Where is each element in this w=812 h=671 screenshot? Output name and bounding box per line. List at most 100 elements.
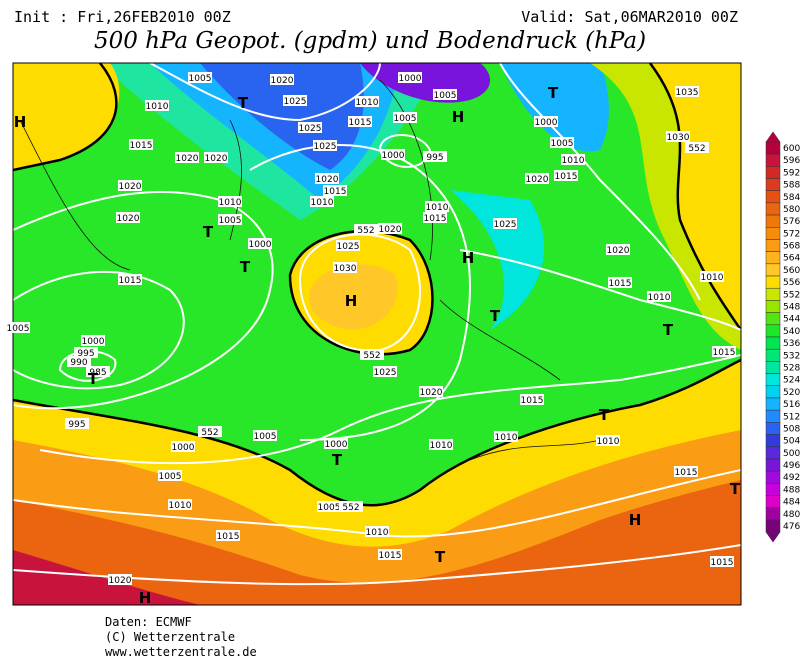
isobar-label: 1005 [318, 503, 341, 513]
colorbar-cell [765, 178, 781, 191]
colorbar-cell [765, 300, 781, 313]
isobar-label: 1015 [609, 279, 632, 289]
isobar-label: 1025 [314, 142, 337, 152]
isobar-label-bg [378, 223, 402, 234]
colorbar-label: 516 [783, 400, 800, 410]
colorbar-cell [765, 214, 781, 228]
isobar-label: 1000 [325, 440, 348, 450]
isobar-label-bg [198, 426, 222, 437]
isobar-label: 1030 [667, 133, 690, 143]
colorbar-label: 552 [783, 290, 800, 300]
isobar-label: 1000 [535, 118, 558, 128]
isobar-label-bg [171, 441, 195, 452]
isobar-label-bg [608, 277, 632, 288]
isobar-label-bg [67, 356, 91, 367]
colorbar-cell [765, 312, 781, 326]
colorbar-arrow-top [765, 131, 781, 143]
colorbar-label: 536 [783, 339, 800, 349]
isobar-label: 1020 [526, 175, 549, 185]
colorbar-label: 576 [783, 217, 800, 227]
colorbar-label: 596 [783, 156, 800, 166]
pressure-center: T [240, 258, 251, 276]
isobar-label: 1010 [356, 98, 379, 108]
isobar-label: 995 [68, 420, 85, 430]
isobar-label: 1005 [7, 324, 30, 334]
isobar-label-bg [398, 72, 422, 83]
colorbar-cell [765, 166, 781, 179]
colorbar-cell [765, 239, 781, 252]
isobar-label-bg [168, 499, 192, 510]
isobar-label-bg [647, 291, 671, 302]
isobar-label-bg [355, 96, 379, 107]
isobar-label-bg [6, 322, 30, 333]
isobar-label: 1010 [597, 437, 620, 447]
isobar-label: 1015 [217, 532, 240, 542]
colorbar-cell [765, 324, 781, 338]
isobar-label-bg [216, 530, 240, 541]
isobar-label-bg [365, 526, 389, 537]
isobar-label: 1020 [607, 246, 630, 256]
isobar-label-bg [81, 335, 105, 346]
colorbar-label: 492 [783, 473, 800, 483]
isobar-label-bg [433, 89, 457, 100]
isobar-label-bg [520, 394, 544, 405]
isobar-label-bg [129, 139, 153, 150]
colorbar-cell [765, 507, 781, 521]
colorbar-cell [765, 409, 781, 423]
isobar-label: 1000 [82, 337, 105, 347]
colorbar-arrow-bottom [765, 531, 781, 543]
isobar-label-bg [596, 435, 620, 446]
isobar-label-bg [145, 100, 169, 111]
isobar-label: 1005 [551, 139, 574, 149]
isobar-label-bg [381, 149, 405, 160]
isobar-label: 1015 [130, 141, 153, 151]
isobar-label: 1005 [254, 432, 277, 442]
isobar-label: 1000 [382, 151, 405, 161]
isobar-label-bg [493, 218, 517, 229]
colorbar-cell [765, 190, 781, 204]
isobar-label-bg [494, 431, 518, 442]
colorbar-cell [765, 361, 781, 374]
pressure-center: H [629, 511, 642, 529]
isobar-label: 1000 [172, 443, 195, 453]
isobar-label-bg [419, 386, 443, 397]
isobar-label: 1015 [324, 187, 347, 197]
isobar-label-bg [534, 116, 558, 127]
isobar-label: 552 [688, 144, 705, 154]
pressure-center: H [14, 113, 27, 131]
pressure-center: H [462, 249, 475, 267]
isobar-label: 990 [70, 358, 87, 368]
colorbar-cell [765, 348, 781, 362]
isobar-label-bg [298, 122, 322, 133]
colorbar-cell [765, 202, 781, 216]
isobar-label-bg [393, 112, 417, 123]
isobar-label: 1015 [711, 558, 734, 568]
isobar-label: 1005 [159, 472, 182, 482]
isobar-label: 1025 [374, 368, 397, 378]
isobar-label: 1010 [426, 203, 449, 213]
isobar-label: 1015 [713, 348, 736, 358]
isobar-label: 1035 [676, 88, 699, 98]
isobar-label-bg [606, 244, 630, 255]
isobar-label-bg [188, 72, 212, 83]
isobar-label-bg [315, 173, 339, 184]
isobar-label: 1015 [349, 118, 372, 128]
isobar-label: 1020 [379, 225, 402, 235]
isobar-label-bg [550, 137, 574, 148]
isobar-label-bg [674, 466, 698, 477]
colorbar-label: 520 [783, 388, 800, 398]
isobar-label: 1030 [334, 264, 357, 274]
isobar-label-bg [283, 95, 307, 106]
colorbar-label: 484 [783, 498, 800, 508]
isobar-label-bg [204, 152, 228, 163]
colorbar-label: 496 [783, 461, 800, 471]
colorbar-cell [765, 434, 781, 447]
isobar-label: 1015 [675, 468, 698, 478]
isobar-label-bg [429, 439, 453, 450]
colorbar-label: 584 [783, 193, 800, 203]
isobar-label: 1015 [119, 276, 142, 286]
colorbar-cell [765, 336, 781, 350]
isobar-label-bg [360, 349, 384, 360]
pressure-center: T [548, 84, 559, 102]
